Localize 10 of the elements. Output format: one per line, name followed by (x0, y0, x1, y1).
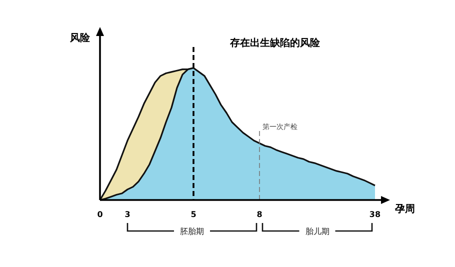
x-tick-label: 0 (97, 210, 104, 219)
y-axis-title: 风险 (69, 32, 91, 44)
chart-title: 存在出生缺陷的风险 (229, 37, 321, 49)
text: 胚胎期 (180, 227, 204, 236)
x-tick-label: 38 (369, 210, 381, 219)
x-tick-label: 3 (124, 210, 130, 219)
text: 胎儿期 (305, 227, 330, 236)
x-axis-title: 孕周 (394, 203, 415, 215)
x-tick-label: 5 (190, 210, 197, 219)
x-tick-label: 8 (256, 210, 263, 219)
